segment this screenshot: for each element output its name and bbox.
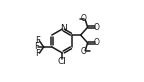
Text: N: N [60, 24, 67, 33]
Text: F: F [35, 49, 40, 58]
Text: O: O [93, 23, 99, 32]
Text: O: O [81, 47, 87, 56]
Text: F: F [34, 42, 39, 51]
Text: O: O [93, 38, 99, 47]
Text: F: F [35, 36, 40, 45]
Text: O: O [81, 14, 87, 23]
Text: Cl: Cl [58, 57, 67, 66]
